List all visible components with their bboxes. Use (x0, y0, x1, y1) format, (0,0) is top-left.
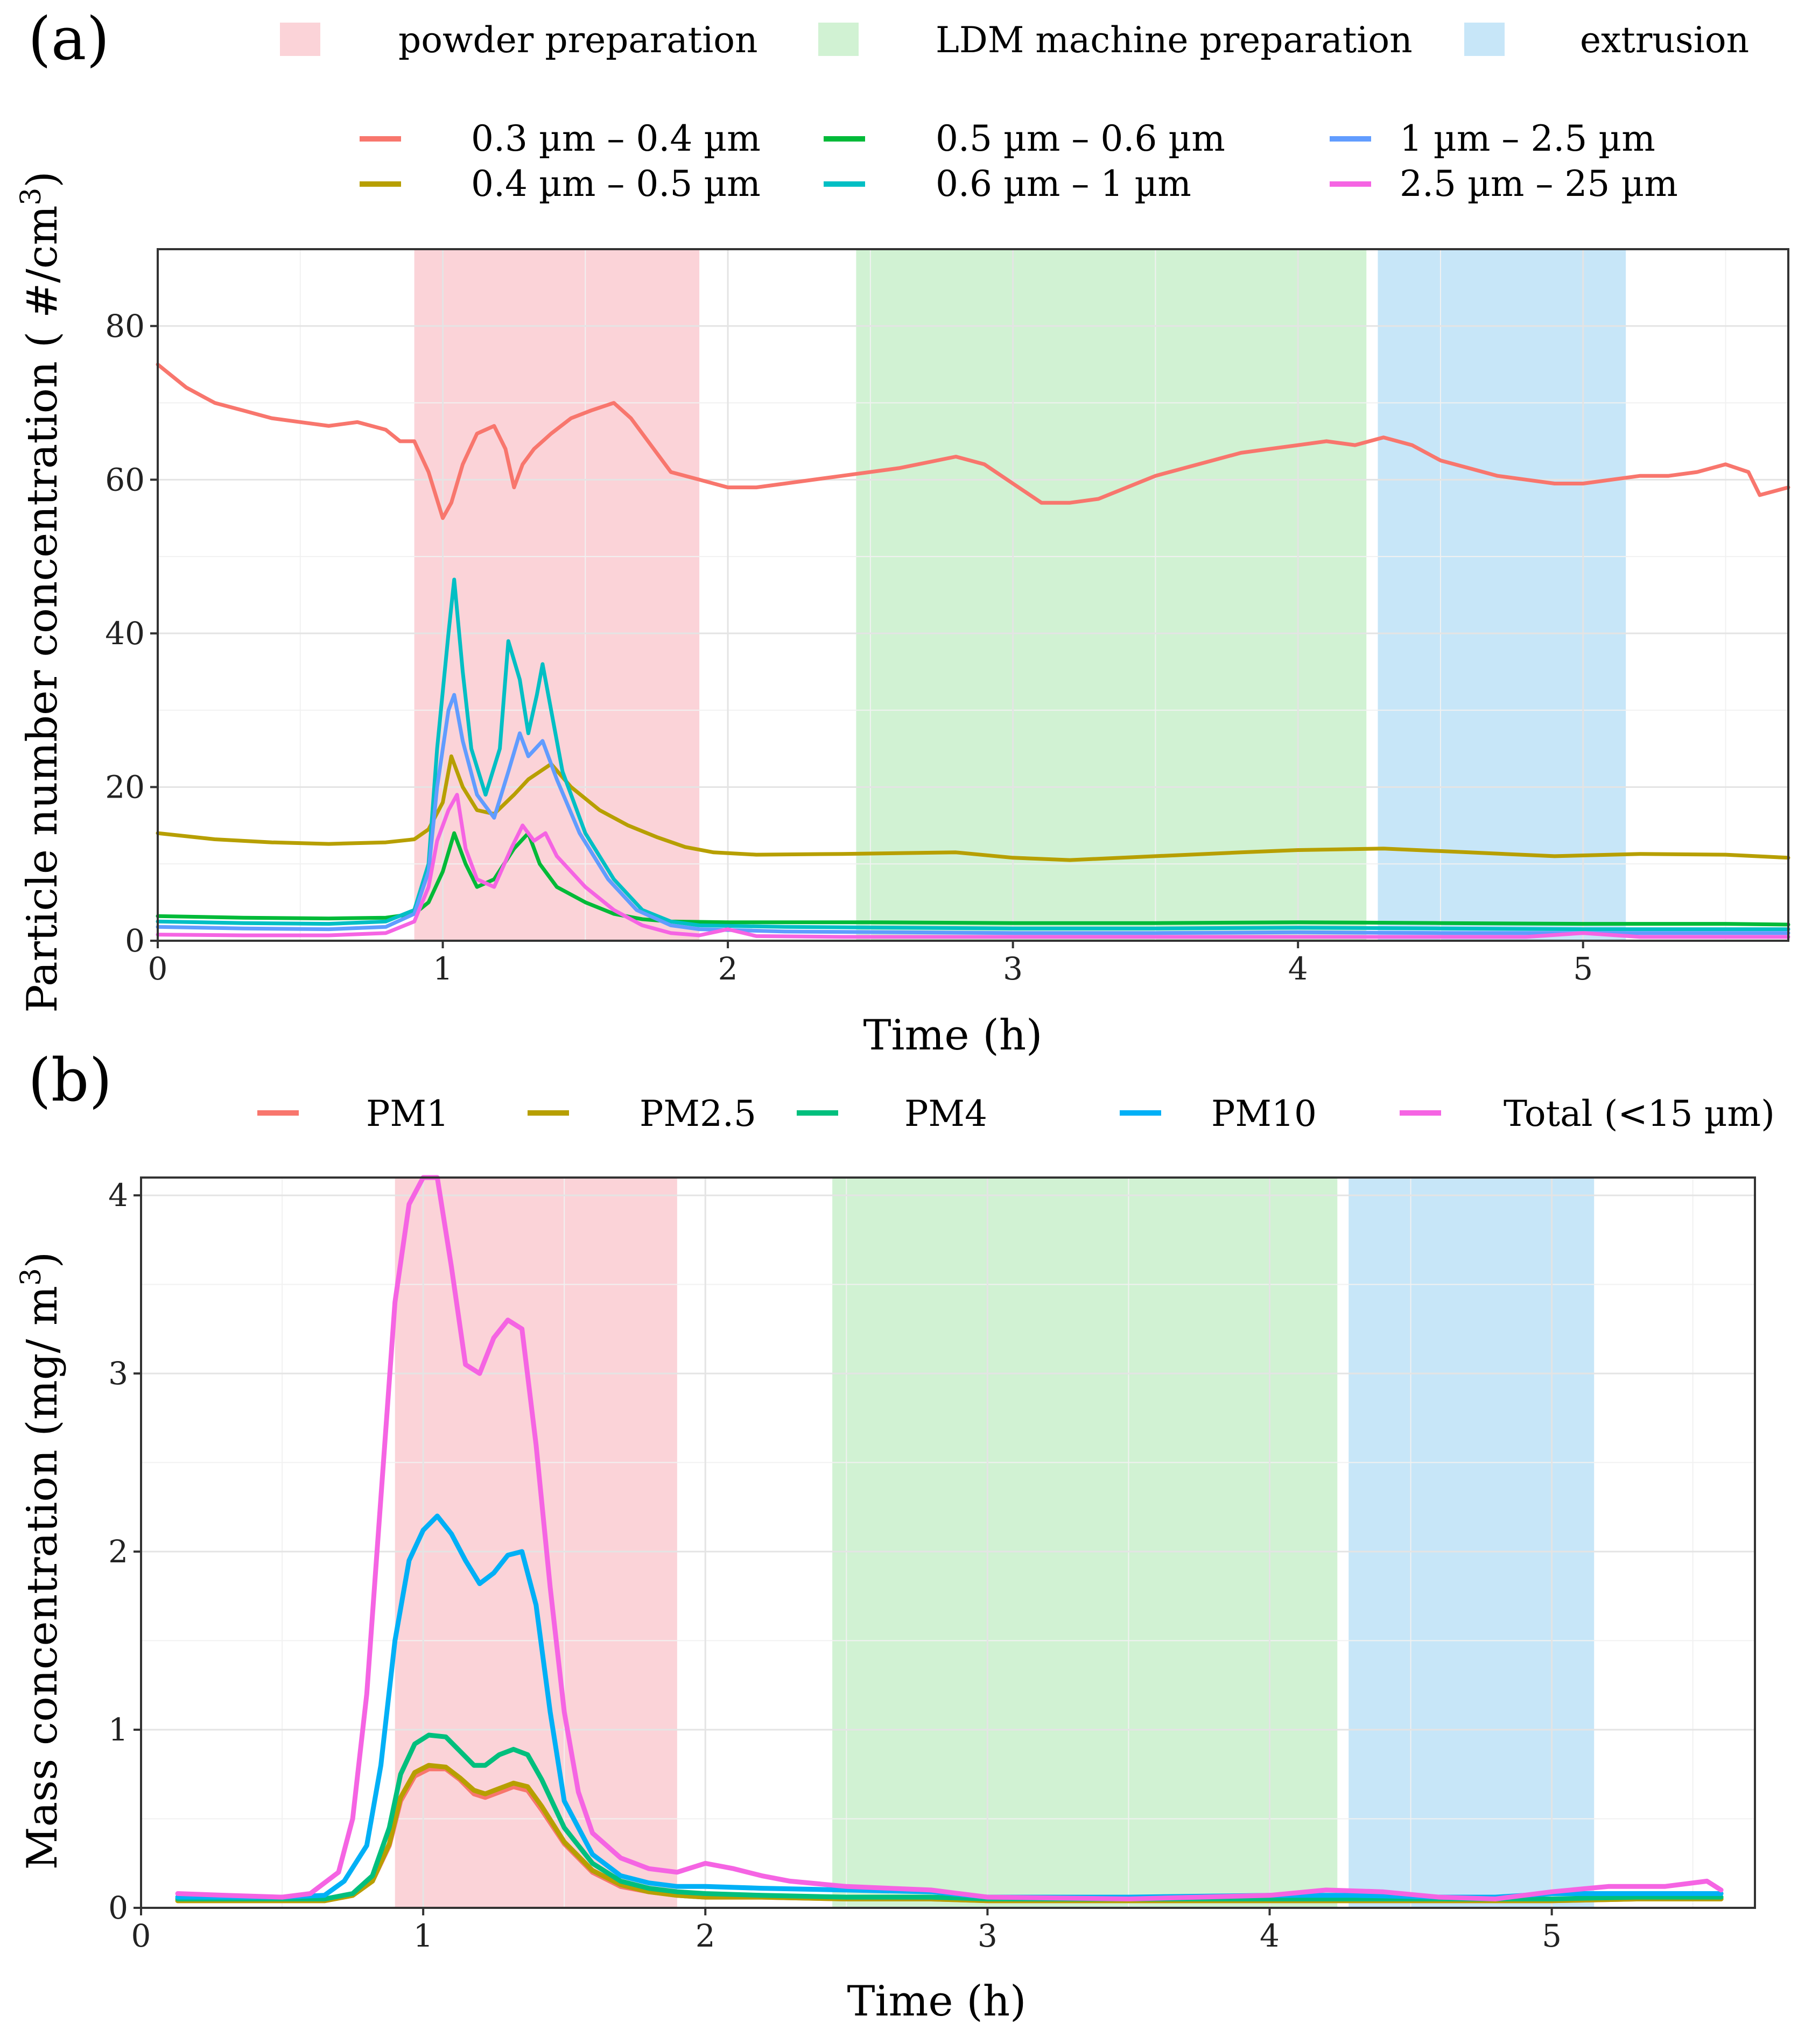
x-tick-label-b-2: 2 (696, 1918, 715, 1954)
y-tick-label-a-1: 20 (105, 769, 145, 805)
x-tick-label-b-1: 1 (413, 1918, 433, 1954)
x-tick-label-b-5: 5 (1542, 1918, 1562, 1954)
y-axis-title-b-sup: 3 (15, 1268, 47, 1286)
legend-label-b-0: PM1 (366, 1093, 449, 1134)
legend-label-b-4: Total (<15 µm) (1504, 1093, 1775, 1134)
y-tick-label-b-4: 4 (108, 1177, 128, 1214)
phase-swatch-powder (280, 23, 320, 56)
plot-area-b: 0 1 2 3 4 5 0 1 2 3 4 (108, 1175, 1756, 1954)
panel-a: (a) powder preparation LDM machine prepa… (15, 4, 1790, 1060)
phase-legend: powder preparation LDM machine preparati… (280, 19, 1749, 61)
phase-swatch-ldm (818, 23, 859, 56)
y-axis-title-a-main: Particle number concentration ( #/cm (18, 206, 67, 1013)
series-line-a-4 (156, 693, 1790, 935)
series-line-a-1 (156, 754, 1790, 862)
y-axis-title-b-main: Mass concentration (mg/ m (18, 1286, 67, 1870)
x-tick-label-a-1: 1 (433, 950, 453, 987)
phase-swatch-extrusion (1464, 23, 1505, 56)
y-tick-label-b-1: 1 (108, 1711, 128, 1748)
series-line-b-4 (175, 1175, 1724, 1901)
y-axis-title-b-end: ) (18, 1252, 67, 1268)
x-tick-label-a-3: 3 (1003, 950, 1023, 987)
phase-band-a-1 (856, 249, 1367, 941)
x-tick-label-a-4: 4 (1288, 950, 1308, 987)
x-tick-label-b-4: 4 (1260, 1918, 1280, 1954)
phase-label-extrusion: extrusion (1580, 19, 1749, 61)
legend-label-a-1: 0.4 µm – 0.5 µm (471, 163, 761, 205)
x-axis-title-b: Time (h) (847, 1977, 1027, 2026)
phase-label-ldm: LDM machine preparation (936, 19, 1413, 61)
x-tick-label-a-2: 2 (718, 950, 738, 987)
legend-label-b-3: PM10 (1211, 1093, 1317, 1134)
y-tick-label-b-0: 0 (108, 1890, 128, 1926)
series-line-b-2 (175, 1732, 1724, 1901)
x-tick-label-a-5: 5 (1573, 950, 1593, 987)
legend-label-a-2: 0.5 µm – 0.6 µm (936, 118, 1225, 159)
y-tick-label-a-4: 80 (105, 308, 145, 344)
panel-b: (b) PM1 PM2.5 PM4 PM10 Total (<15 µm) 0 1… (15, 1046, 1775, 2026)
legend-label-a-3: 0.6 µm – 1 µm (936, 163, 1191, 205)
panel-label-b: (b) (28, 1046, 112, 1115)
series-line-a-0 (156, 362, 1790, 520)
y-axis-title-a: Particle number concentration ( #/cm3) (15, 171, 67, 1013)
y-axis-title-a-end: ) (18, 171, 67, 187)
series-legend-b: PM1 PM2.5 PM4 PM10 Total (<15 µm) (257, 1093, 1775, 1134)
phase-band-b-1 (832, 1178, 1338, 1908)
legend-label-a-4: 1 µm – 2.5 µm (1400, 118, 1655, 159)
x-tick-label-b-3: 3 (978, 1918, 998, 1954)
y-tick-label-a-2: 40 (105, 615, 145, 652)
phase-band-b-2 (1349, 1178, 1595, 1908)
phase-band-a-2 (1378, 249, 1626, 941)
y-tick-label-a-0: 0 (125, 922, 145, 959)
series-line-a-5 (156, 793, 1790, 939)
x-tick-label-a-0: 0 (148, 950, 168, 987)
phase-band-b-0 (395, 1178, 677, 1908)
legend-label-b-2: PM4 (904, 1093, 987, 1134)
y-axis-title-a-sup: 3 (15, 188, 47, 206)
y-tick-label-a-3: 60 (105, 461, 145, 498)
y-tick-label-b-3: 3 (108, 1355, 128, 1392)
legend-label-a-0: 0.3 µm – 0.4 µm (471, 118, 761, 159)
legend-label-b-1: PM2.5 (640, 1093, 756, 1134)
plot-frame-a (157, 248, 1789, 942)
phase-label-powder: powder preparation (398, 19, 758, 61)
series-legend-a: 0.3 µm – 0.4 µm 0.4 µm – 0.5 µm 0.5 µm –… (360, 118, 1678, 205)
panel-label-a: (a) (28, 4, 109, 73)
y-axis-title-b: Mass concentration (mg/ m3) (15, 1252, 67, 1870)
x-axis-title-a: Time (h) (863, 1011, 1043, 1060)
y-tick-label-b-2: 2 (108, 1533, 128, 1570)
legend-label-a-5: 2.5 µm – 25 µm (1400, 163, 1678, 205)
x-tick-label-b-0: 0 (131, 1918, 151, 1954)
plot-area-a: 0 1 2 3 4 5 0 20 40 60 80 (105, 248, 1790, 987)
plot-frame-b (140, 1176, 1756, 1909)
series-line-a-3 (156, 577, 1790, 932)
